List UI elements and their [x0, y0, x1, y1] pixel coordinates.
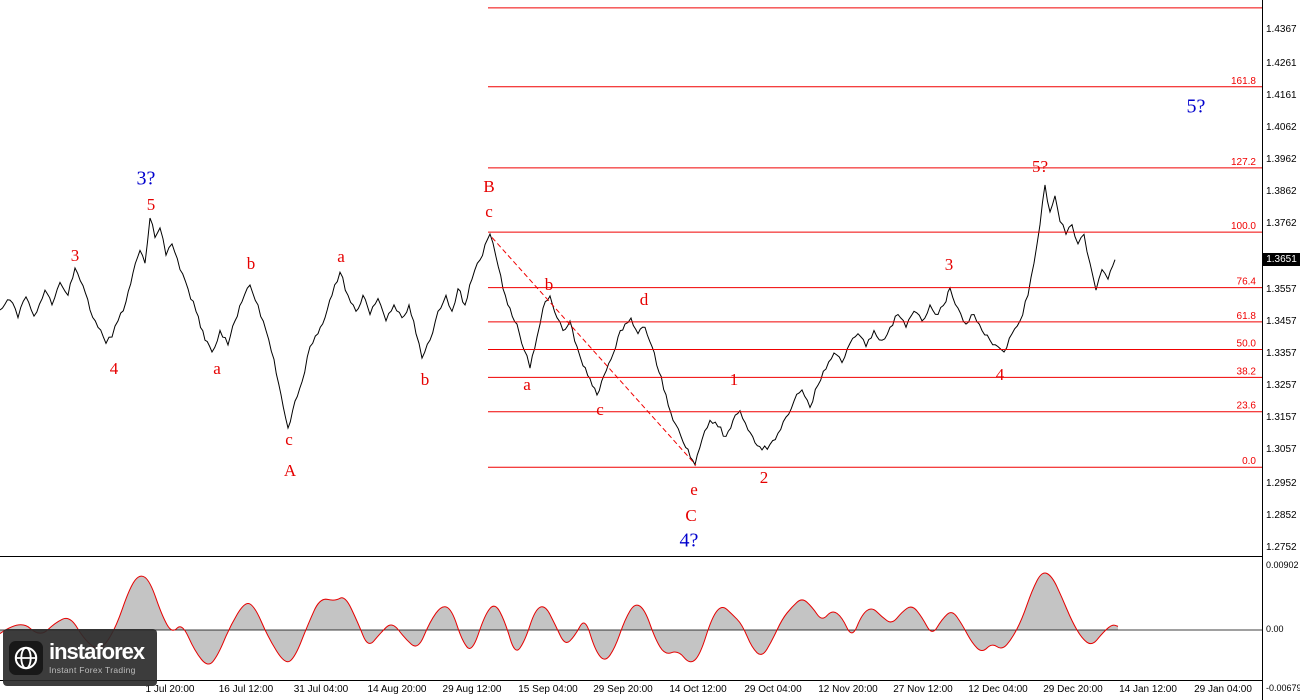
time-tick: 14 Jan 12:00	[1119, 684, 1177, 695]
fib-label: 100.0	[1231, 221, 1256, 232]
time-tick: 1 Jul 20:00	[145, 684, 195, 695]
oscillator-tick: -0.00679	[1266, 683, 1300, 693]
current-price-tag: 1.3651	[1263, 253, 1300, 266]
instaforex-logo: instaforex Instant Forex Trading	[3, 629, 157, 686]
price-tick: 1.3557	[1266, 284, 1297, 295]
fib-label: 76.4	[1237, 277, 1257, 288]
time-tick: 31 Jul 04:00	[293, 684, 349, 695]
time-tick: 29 Sep 20:00	[593, 684, 653, 695]
price-tick: 1.3762	[1266, 218, 1297, 229]
time-tick: 29 Jan 04:00	[1194, 684, 1252, 695]
price-tick: 1.2852	[1266, 510, 1297, 521]
panel-separator-line	[0, 556, 1300, 557]
fib-label: 61.8	[1237, 311, 1257, 322]
time-tick: 12 Dec 04:00	[968, 684, 1028, 695]
time-axis: 1 Jul 20:00 16 Jul 12:00 31 Jul 04:00 14 Au…	[0, 682, 1262, 700]
price-tick: 1.4367	[1266, 24, 1297, 35]
price-tick: 1.3057	[1266, 444, 1297, 455]
price-tick: 1.3457	[1266, 316, 1297, 327]
globe-icon	[9, 640, 43, 675]
logo-brand-text: instaforex	[49, 638, 145, 664]
price-tick: 1.3862	[1266, 186, 1297, 197]
fib-label: 161.8	[1231, 76, 1256, 87]
price-tick: 1.4261	[1266, 58, 1297, 69]
price-line	[0, 184, 1116, 467]
time-tick: 14 Aug 20:00	[367, 684, 427, 695]
oscillator-area	[0, 572, 1118, 665]
fib-label: 50.0	[1237, 339, 1257, 350]
time-tick: 29 Oct 04:00	[744, 684, 802, 695]
chart-canvas: 161.8 127.2 100.0 76.4 61.8 50.0 38.2 23.6 0.0	[0, 7, 1262, 665]
fib-label: 0.0	[1242, 456, 1256, 467]
price-tick: 1.2752	[1266, 542, 1297, 553]
price-tick: 1.3157	[1266, 412, 1297, 423]
price-tick: 1.3257	[1266, 380, 1297, 391]
time-tick: 15 Sep 04:00	[518, 684, 578, 695]
time-axis-separator-line	[0, 680, 1300, 681]
time-tick: 27 Nov 12:00	[893, 684, 953, 695]
oscillator-tick: 0.00	[1266, 624, 1284, 634]
time-tick: 14 Oct 12:00	[669, 684, 727, 695]
trendline-dashed	[491, 237, 697, 466]
price-tick: 1.3357	[1266, 348, 1297, 359]
time-tick: 16 Jul 12:00	[218, 684, 274, 695]
price-tick: 1.4062	[1266, 122, 1297, 133]
fib-label: 127.2	[1231, 157, 1256, 168]
time-tick: 29 Dec 20:00	[1043, 684, 1103, 695]
price-axis: 1.4367 1.4261 1.4161 1.4062 1.3962 1.3862 1.37…	[1262, 0, 1300, 700]
time-tick: 12 Nov 20:00	[818, 684, 878, 695]
price-tick: 1.3962	[1266, 154, 1297, 165]
price-tick: 1.2952	[1266, 478, 1297, 489]
oscillator-tick: 0.00902	[1266, 560, 1299, 570]
oscillator-signal-line	[0, 572, 1119, 665]
logo-tagline: Instant Forex Trading	[49, 665, 136, 676]
price-tick: 1.4161	[1266, 90, 1297, 101]
fib-label: 38.2	[1237, 366, 1257, 377]
time-tick: 29 Aug 12:00	[442, 684, 502, 695]
fib-label: 23.6	[1237, 401, 1257, 412]
